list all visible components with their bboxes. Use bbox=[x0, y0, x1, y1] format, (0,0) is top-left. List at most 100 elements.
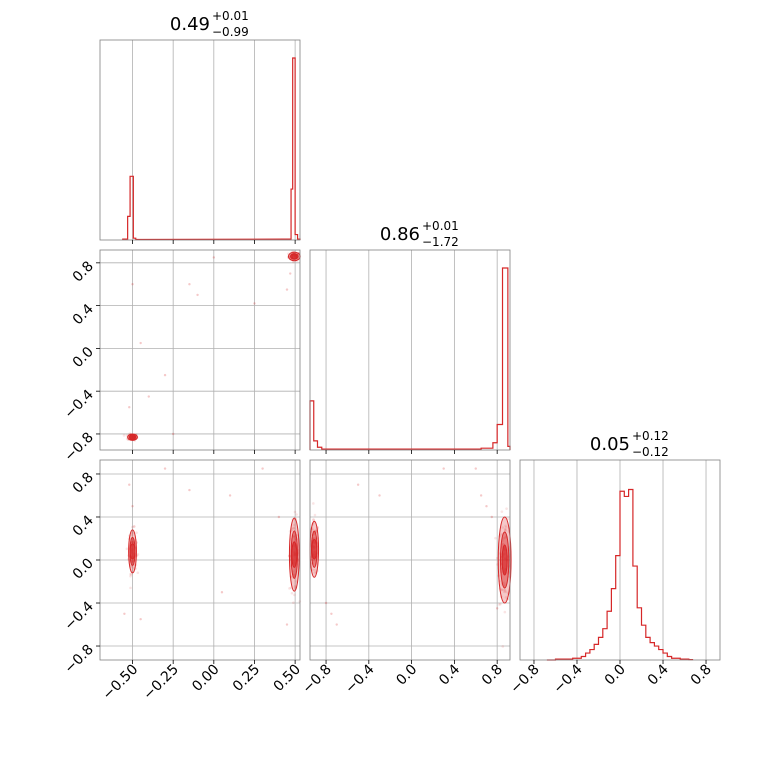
joint-3-vs-2-point bbox=[502, 590, 506, 594]
joint-3-vs-1-outlier-point bbox=[220, 591, 224, 594]
joint-3-vs-2-outlier-point bbox=[474, 467, 477, 470]
joint-2-vs-1-outlier-point bbox=[163, 373, 167, 377]
joint-3-vs-1-point bbox=[292, 573, 296, 577]
joint-2-vs-1-outlier-point bbox=[285, 288, 289, 291]
joint-3-vs-2-outlier-point bbox=[485, 505, 488, 508]
joint-3-vs-2-point bbox=[503, 527, 507, 531]
joint-3-vs-2-points bbox=[309, 467, 511, 648]
marginal-2-title: 0.86 +0.01 −1.72 bbox=[380, 219, 459, 249]
joint-3-vs-1-point bbox=[293, 537, 297, 541]
joint-3-vs-1-point bbox=[129, 574, 132, 578]
joint-3-vs-1-point bbox=[292, 526, 295, 530]
joint-3-vs-1-ytick-label-1: −0.4 bbox=[61, 598, 96, 633]
joint-2-vs-1-point bbox=[122, 434, 126, 437]
joint-3-vs-2-point bbox=[504, 590, 508, 594]
title-value: 0.05 bbox=[590, 434, 630, 455]
marginal-3-xtick-label-1: −0.4 bbox=[550, 661, 585, 696]
joint-3-vs-1-point bbox=[130, 540, 134, 544]
joint-2-vs-1-outlier-point bbox=[128, 406, 131, 409]
joint-3-vs-2-point bbox=[506, 517, 510, 521]
joint-3-vs-1-outlier-point bbox=[123, 612, 126, 615]
joint-3-vs-2-point bbox=[313, 571, 317, 574]
joint-3-vs-2-outlier-point bbox=[378, 494, 381, 497]
joint-3-vs-2-outlier-point bbox=[479, 494, 483, 497]
joint-3-vs-1-point bbox=[131, 525, 134, 529]
joint-2-vs-1-outlier-point bbox=[289, 272, 292, 275]
joint-3-vs-1-point bbox=[136, 553, 140, 556]
marginal-1-title: 0.49 +0.01 −0.99 bbox=[170, 9, 249, 39]
joint-3-vs-1-point bbox=[292, 601, 295, 605]
joint-3-vs-2-point bbox=[504, 529, 508, 532]
joint-3-vs-2-outlier-point bbox=[330, 612, 333, 615]
title-minus-error: −0.12 bbox=[632, 445, 669, 459]
joint-3-vs-2-point bbox=[503, 588, 506, 592]
joint-3-vs-1-point bbox=[130, 559, 134, 563]
joint-3-vs-2-xtick-label-4: 0.8 bbox=[479, 662, 506, 689]
joint-3-vs-2-point bbox=[503, 529, 507, 532]
joint-3-vs-2-point bbox=[500, 510, 504, 513]
joint-3-vs-1-point bbox=[132, 525, 136, 528]
joint-3-vs-1-xtick-label-1: −0.25 bbox=[140, 662, 182, 704]
joint-3-vs-2-point bbox=[504, 596, 508, 599]
marginal-2-histogram bbox=[309, 267, 511, 450]
joint-3-vs-1-point bbox=[136, 571, 140, 575]
joint-3-vs-2-contour-0-2 bbox=[311, 538, 318, 560]
joint-3-vs-1-point bbox=[125, 547, 129, 551]
joint-2-vs-1-outlier-point bbox=[253, 302, 256, 305]
joint-3-vs-1-point bbox=[293, 535, 296, 539]
joint-3-vs-2-point bbox=[312, 518, 315, 521]
joint-3-vs-2-point bbox=[314, 528, 318, 532]
joint-3-vs-1-outlier-point bbox=[131, 505, 134, 508]
joint-3-vs-1-xtick-label-4: 0.50 bbox=[271, 662, 304, 695]
joint-3-vs-1-point bbox=[295, 513, 298, 516]
joint-3-vs-1-contour-0-2 bbox=[129, 543, 136, 560]
joint-3-vs-2-point bbox=[312, 518, 316, 522]
joint-3-vs-2-frame bbox=[309, 459, 511, 661]
joint-3-vs-1-point bbox=[131, 531, 135, 535]
joint-3-vs-2-point bbox=[312, 502, 315, 505]
joint-3-vs-1-point bbox=[135, 531, 138, 534]
joint-3-vs-1-ytick-label-4: 0.8 bbox=[70, 469, 97, 496]
marginal-3-histogram bbox=[546, 488, 694, 661]
title-value: 0.49 bbox=[170, 14, 210, 35]
joint-2-vs-1-outlier-point bbox=[188, 283, 191, 286]
joint-3-vs-1-point bbox=[131, 540, 135, 544]
joint-3-vs-1-outlier-point bbox=[285, 623, 289, 626]
joint-3-vs-1-xtick-label-0: −0.50 bbox=[100, 662, 142, 704]
title-minus-error: −0.99 bbox=[212, 25, 249, 39]
joint-3-vs-1-outlier-point bbox=[163, 467, 167, 470]
joint-3-vs-2-point bbox=[502, 537, 505, 540]
joint-2-vs-1-outlier-point bbox=[196, 293, 199, 297]
joint-3-vs-1-contour-1-2 bbox=[291, 541, 298, 568]
joint-2-vs-1-ytick-label-0: −0.8 bbox=[61, 429, 96, 464]
joint-3-vs-2-outlier-point bbox=[490, 515, 494, 519]
joint-2-vs-1-frame bbox=[99, 249, 301, 451]
joint-3-vs-2-point bbox=[505, 507, 508, 510]
joint-3-vs-2-point bbox=[313, 513, 317, 517]
joint-2-vs-1-outlier-point bbox=[171, 432, 175, 436]
joint-3-vs-2-point bbox=[313, 568, 316, 572]
joint-3-vs-1-point bbox=[292, 523, 296, 527]
marginal-3-xtick-label-3: 0.4 bbox=[645, 661, 672, 688]
joint-3-vs-1-outlier-point bbox=[139, 617, 142, 621]
joint-3-vs-1-ytick-label-3: 0.4 bbox=[70, 512, 97, 539]
joint-2-vs-1-contour-1-2 bbox=[129, 434, 136, 441]
title-plus-error: +0.01 bbox=[212, 9, 249, 23]
joint-3-vs-1-outlier-point bbox=[228, 494, 232, 497]
joint-2-vs-1-outlier-point bbox=[139, 341, 142, 345]
marginal-3-xtick-label-2: 0.0 bbox=[602, 662, 629, 689]
joint-2-vs-1-points bbox=[122, 249, 301, 442]
joint-3-vs-1-point bbox=[132, 525, 136, 528]
joint-3-vs-2-outlier-point bbox=[335, 623, 338, 626]
joint-3-vs-1-points bbox=[123, 467, 302, 626]
joint-3-vs-2-point bbox=[500, 588, 504, 591]
joint-3-vs-1-xtick-label-3: 0.25 bbox=[230, 662, 263, 695]
joint-3-vs-2-point bbox=[312, 559, 316, 563]
joint-3-vs-2-point bbox=[494, 536, 497, 540]
marginal-3-xtick-label-4: 0.8 bbox=[688, 662, 715, 689]
joint-3-vs-2-point bbox=[503, 581, 506, 585]
title-minus-error: −1.72 bbox=[422, 235, 459, 249]
marginal-1-histogram bbox=[122, 57, 301, 241]
joint-3-vs-2-outlier-point bbox=[356, 483, 360, 486]
